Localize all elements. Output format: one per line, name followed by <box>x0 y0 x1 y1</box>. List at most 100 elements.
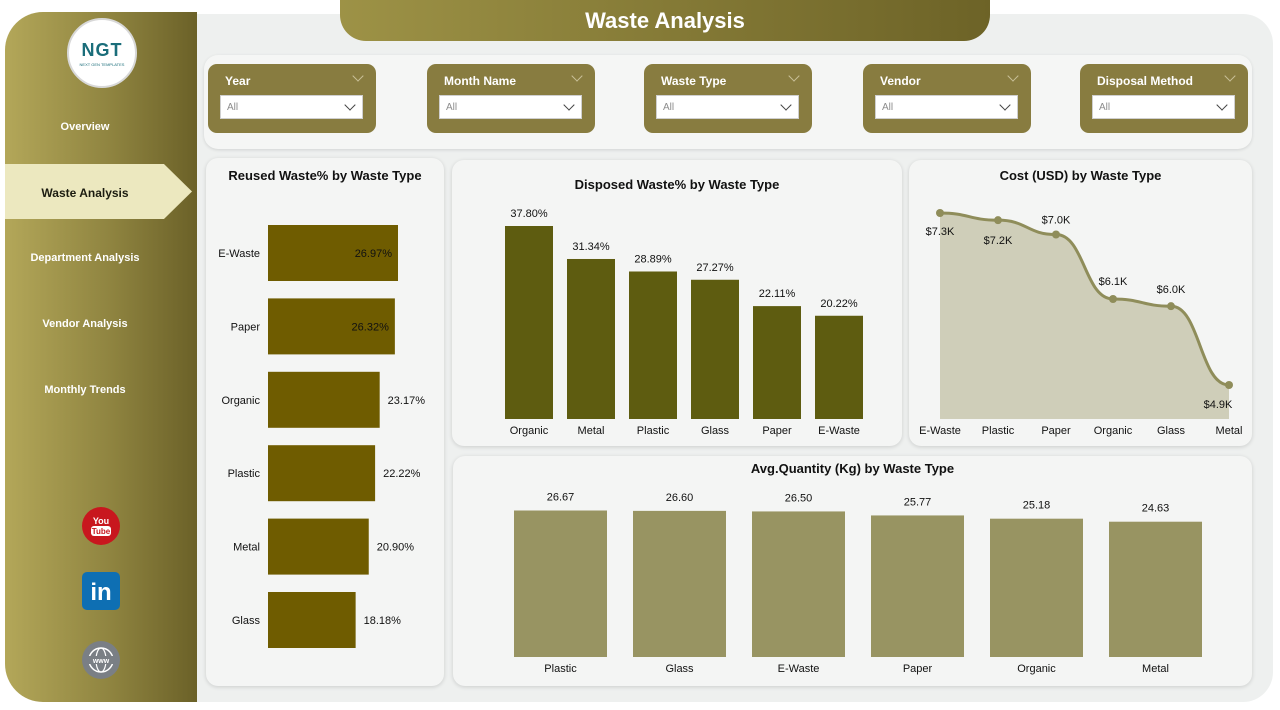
bar <box>268 445 376 502</box>
data-label: 22.22% <box>383 468 421 480</box>
data-point <box>994 216 1002 225</box>
data-point <box>1109 295 1117 303</box>
data-label: 20.22% <box>820 298 858 310</box>
data-label: 26.97% <box>355 248 393 260</box>
web-icon-text: www <box>92 658 110 665</box>
nav-item-monthly-trends[interactable]: Monthly Trends <box>44 384 126 396</box>
web-icon[interactable]: www <box>81 640 121 680</box>
data-label: $4.9K <box>1204 399 1233 411</box>
slicer-value: All <box>446 102 458 113</box>
chart-title: Reused Waste% by Waste Type <box>228 168 422 183</box>
slicer-title: Disposal Method <box>1097 74 1194 88</box>
data-label: $7.3K <box>926 226 955 238</box>
month-name-slicer[interactable]: Month Name All <box>427 64 595 133</box>
vendor-dropdown[interactable]: All <box>875 95 1018 119</box>
data-label: 26.50 <box>785 492 813 504</box>
data-label: $6.0K <box>1157 284 1186 296</box>
logo-text: NGT <box>81 39 123 60</box>
category-label: E-Waste <box>218 248 260 260</box>
chevron-down-icon[interactable] <box>1224 70 1236 82</box>
slicer-title: Waste Type <box>661 74 727 88</box>
area-fill <box>940 213 1229 419</box>
chevron-down-icon <box>344 99 356 111</box>
category-label: Paper <box>231 321 261 333</box>
data-label: 27.27% <box>696 262 734 274</box>
bar <box>871 515 964 657</box>
category-label: Glass <box>701 425 730 437</box>
nav-item-vendor-analysis[interactable]: Vendor Analysis <box>42 318 128 330</box>
month-name-dropdown[interactable]: All <box>439 95 582 119</box>
slicer-title: Vendor <box>880 74 921 88</box>
chevron-down-icon <box>780 99 792 111</box>
category-label: E-Waste <box>818 425 860 437</box>
data-label: 37.80% <box>510 208 548 220</box>
chevron-down-icon[interactable] <box>352 70 364 82</box>
nav-item-waste-analysis-label[interactable]: Waste Analysis <box>41 186 129 200</box>
waste-type-dropdown[interactable]: All <box>656 95 799 119</box>
disposal-method-dropdown[interactable]: All <box>1092 95 1235 119</box>
nav-item-waste-analysis[interactable] <box>5 164 192 219</box>
data-label: 26.67 <box>547 492 575 504</box>
bar <box>268 518 369 575</box>
category-label: Metal <box>578 425 605 437</box>
bar <box>753 306 801 419</box>
category-label: Plastic <box>982 425 1015 437</box>
reused-waste-chart: E-Waste 26.97% Paper 26.32% Organic 23.17% Pla… <box>218 225 425 648</box>
chart-title: Avg.Quantity (Kg) by Waste Type <box>750 461 955 476</box>
bar <box>1109 521 1202 657</box>
chevron-down-icon <box>999 99 1011 111</box>
nav-item-department-analysis[interactable]: Department Analysis <box>30 252 140 264</box>
reused-waste-card: Reused Waste% by Waste Type E-Waste 26.97… <box>206 158 444 686</box>
youtube-icon-text-bottom: Tube <box>92 527 111 536</box>
slicer-value: All <box>227 102 239 113</box>
avg-quantity-chart: 26.67 Plastic 26.60 Glass 26.50 E-Waste 25.77 P… <box>514 492 1202 675</box>
vendor-slicer[interactable]: Vendor All <box>863 64 1031 133</box>
data-label: 18.18% <box>364 615 402 627</box>
data-label: 24.63 <box>1142 503 1170 515</box>
data-label: 31.34% <box>572 241 610 253</box>
category-label: Organic <box>510 425 549 437</box>
data-label: 28.89% <box>634 253 672 265</box>
chevron-down-icon <box>563 99 575 111</box>
cost-chart: $7.3K E-Waste $7.2K Plastic $7.0K Paper $6.1K O… <box>919 209 1243 437</box>
data-point <box>1225 381 1233 389</box>
cost-card: Cost (USD) by Waste Type $7.3K E-Waste $7.… <box>909 160 1252 446</box>
year-slicer[interactable]: Year All <box>208 64 376 133</box>
data-label: $6.1K <box>1099 276 1128 288</box>
youtube-icon[interactable]: You Tube <box>81 506 121 546</box>
disposed-waste-chart: 37.80% Organic 31.34% Metal 28.89% Plastic 27.… <box>505 208 863 437</box>
data-point <box>1052 230 1060 239</box>
category-label: Plastic <box>228 468 261 480</box>
category-label: Organic <box>1017 663 1056 675</box>
category-label: Organic <box>221 395 260 407</box>
category-label: Metal <box>1142 663 1169 675</box>
data-label: $7.2K <box>984 235 1013 247</box>
waste-type-slicer[interactable]: Waste Type All <box>644 64 812 133</box>
chevron-down-icon <box>1216 99 1228 111</box>
bar <box>752 511 845 657</box>
data-label: 22.11% <box>759 288 796 300</box>
category-label: Metal <box>1216 425 1243 437</box>
bar <box>567 258 615 419</box>
chevron-down-icon[interactable] <box>1007 70 1019 82</box>
chevron-down-icon[interactable] <box>788 70 800 82</box>
disposal-method-slicer[interactable]: Disposal Method All <box>1080 64 1248 133</box>
bar <box>268 371 380 428</box>
category-label: E-Waste <box>919 425 961 437</box>
bar <box>268 298 395 355</box>
nav-item-overview[interactable]: Overview <box>60 121 110 133</box>
bar <box>268 225 398 281</box>
data-label: 25.77 <box>904 496 932 508</box>
category-label: E-Waste <box>778 663 820 675</box>
linkedin-icon-text: in <box>90 579 111 606</box>
youtube-icon-text-top: You <box>93 516 109 526</box>
bar <box>629 271 677 419</box>
logo: NGT NEXT GEN TEMPLATES <box>67 18 137 88</box>
linkedin-icon[interactable]: in <box>81 571 121 611</box>
year-dropdown[interactable]: All <box>220 95 363 119</box>
bar <box>633 510 726 657</box>
category-label: Organic <box>1094 425 1133 437</box>
category-label: Glass <box>232 615 261 627</box>
chevron-down-icon[interactable] <box>571 70 583 82</box>
